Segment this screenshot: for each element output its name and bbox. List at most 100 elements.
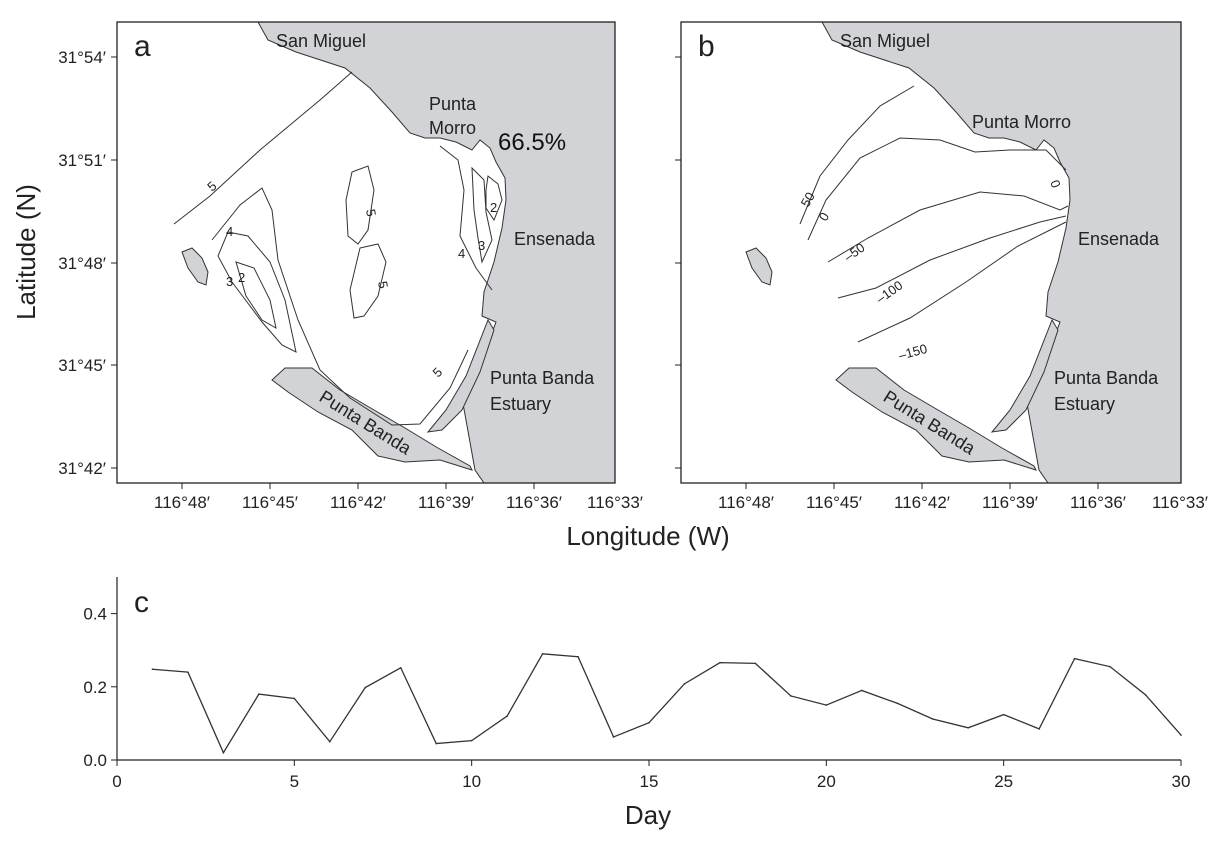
data-point	[541, 653, 544, 655]
data-point	[258, 693, 260, 695]
x-axis-title-longitude: Longitude (W)	[566, 521, 729, 551]
contour-label: 2	[490, 200, 497, 215]
lon-tick: 116°45′	[242, 493, 298, 512]
contours-b	[799, 85, 1069, 343]
contour-label: –50	[841, 240, 867, 265]
x-tick-label: 30	[1172, 772, 1191, 791]
data-point	[1109, 665, 1111, 668]
lon-tick: 116°36′	[1070, 493, 1126, 512]
contour-label: 4	[458, 246, 465, 261]
island-a	[181, 247, 209, 286]
data-point	[399, 666, 402, 669]
x-tick-label: 5	[290, 772, 299, 791]
lon-tick: 116°36′	[506, 493, 562, 512]
place-estuary: Punta Banda	[490, 368, 595, 388]
mainland-b	[821, 22, 1181, 483]
lat-tick: 31°54′	[58, 48, 106, 67]
place-ensenada: Ensenada	[514, 229, 596, 249]
data-point	[577, 655, 579, 658]
data-point	[1073, 657, 1076, 660]
lat-tick: 31°51′	[58, 151, 106, 170]
x-tick-label: 10	[462, 772, 481, 791]
data-point	[754, 662, 757, 665]
panel-letter-c: c	[134, 586, 149, 619]
place-punta-morro: Punta Morro	[972, 112, 1071, 132]
x-tick-label: 20	[817, 772, 836, 791]
x-tick-label: 0	[112, 772, 121, 791]
contour-label: 5	[375, 280, 391, 290]
data-point	[470, 739, 473, 742]
place-estuary: Estuary	[490, 394, 551, 414]
map-a-land	[181, 22, 615, 483]
lon-tick: 116°33′	[587, 493, 643, 512]
lat-tick: 31°42′	[58, 459, 106, 478]
lat-tick: 31°45′	[58, 356, 106, 375]
contour-label: –100	[873, 278, 905, 307]
data-point	[648, 721, 650, 724]
data-point	[825, 704, 828, 706]
lon-tick: 116°33′	[1152, 493, 1208, 512]
lat-tick: 31°48′	[58, 254, 106, 273]
place-estuary: Punta Banda	[1054, 368, 1159, 388]
data-point	[861, 689, 863, 692]
chart-ticks: 0 5 10 15 20 25 30 0.0 0.2 0.4	[83, 605, 1190, 791]
place-san-miguel: San Miguel	[276, 31, 366, 51]
data-point	[683, 683, 686, 685]
data-point	[329, 740, 331, 743]
data-point	[896, 702, 899, 705]
map-panel-b: 50 0 0 –50 –100 –150 b San Miguel Punta …	[675, 21, 1208, 512]
contour-label: 3	[226, 274, 233, 289]
panel-letter-b: b	[698, 30, 715, 63]
contours-a	[173, 71, 503, 426]
y-tick-label: 0.4	[83, 605, 107, 624]
punta-banda-b	[835, 367, 1037, 471]
data-point	[790, 695, 792, 697]
data-point	[435, 742, 438, 745]
map-frame-b	[680, 21, 1182, 484]
x-tick-label: 25	[994, 772, 1013, 791]
place-punta-morro: Punta	[429, 94, 477, 114]
percentage-label: 66.5%	[498, 129, 566, 156]
contour-label: 5	[204, 178, 219, 194]
y-tick-label: 0.0	[83, 751, 107, 770]
contour-label: –150	[897, 341, 929, 363]
place-san-miguel: San Miguel	[840, 31, 930, 51]
place-punta-banda: Punta Banda	[316, 386, 416, 459]
lon-tick: 116°42′	[894, 493, 950, 512]
data-point	[1038, 728, 1040, 730]
data-point	[612, 736, 615, 738]
data-point	[364, 686, 367, 689]
map-panel-a: 5 4 3 2 5 5 2 3 4 5 a San Miguel Punta M…	[58, 21, 643, 512]
data-point	[506, 715, 508, 717]
contour-label: 5	[430, 364, 446, 380]
line-chart-c: c Day 0 5 10 15 20 25 30 0.0 0.2 0.4	[83, 577, 1190, 830]
y-axis-title-latitude: Latitude (N)	[11, 184, 41, 320]
map-frame-a	[116, 21, 616, 484]
place-punta-morro: Morro	[429, 118, 476, 138]
contour-label: 0	[816, 210, 833, 224]
lon-tick: 116°42′	[330, 493, 386, 512]
data-point	[151, 668, 154, 671]
data-point	[1180, 734, 1182, 736]
place-ensenada: Ensenada	[1078, 229, 1160, 249]
mainland-a	[257, 22, 615, 483]
contour-label: 0	[1047, 178, 1064, 190]
contour-label: 50	[798, 189, 818, 209]
data-point	[719, 661, 721, 664]
y-tick-label: 0.2	[83, 678, 107, 697]
x-axis-title-day: Day	[625, 800, 671, 830]
island-b	[745, 247, 773, 286]
x-tick-label: 15	[640, 772, 659, 791]
ticks-a	[111, 56, 535, 489]
data-point	[187, 671, 189, 673]
estuary-spit-a	[426, 318, 495, 433]
lon-tick: 116°45′	[806, 493, 862, 512]
ticks-b	[675, 56, 1099, 489]
lon-tick: 116°39′	[418, 493, 474, 512]
contour-label: 5	[363, 208, 379, 218]
lon-tick: 116°48′	[154, 493, 210, 512]
contour-label: 2	[238, 270, 245, 285]
data-point	[293, 697, 296, 700]
panel-letter-a: a	[134, 30, 151, 63]
